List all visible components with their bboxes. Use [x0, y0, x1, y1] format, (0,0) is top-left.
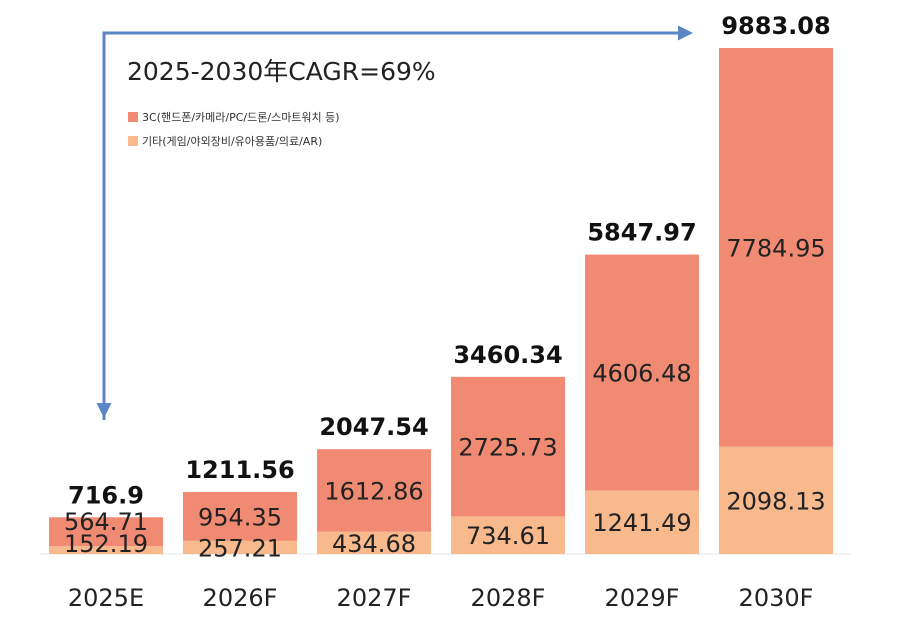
legend-swatch-3c [128, 112, 138, 122]
category-label: 2028F [471, 584, 546, 612]
bar-segment-3c [49, 517, 163, 547]
total-value-label: 9883.08 [721, 12, 830, 40]
bar-segment-other [183, 540, 297, 554]
category-label: 2029F [605, 584, 680, 612]
bar-segment-other [719, 446, 833, 554]
segment-value-label: 1612.86 [324, 477, 423, 505]
bar-segment-other [49, 546, 163, 554]
legend-swatch-other [128, 136, 138, 146]
bar-segment-3c [719, 48, 833, 447]
category-label: 2026F [203, 584, 278, 612]
segment-value-label: 257.21 [198, 534, 282, 562]
segment-value-label: 152.19 [64, 530, 148, 558]
segment-value-label: 2725.73 [458, 434, 557, 462]
bar-segment-3c [585, 254, 699, 491]
total-value-label: 3460.34 [453, 341, 562, 369]
legend-label-3c: 3C(핸드폰/카메라/PC/드론/스마트워치 등) [142, 111, 340, 124]
category-label: 2025E [68, 584, 144, 612]
segment-value-label: 1241.49 [592, 509, 691, 537]
bar-segment-3c [451, 376, 565, 517]
total-value-label: 716.9 [68, 481, 144, 509]
total-value-label: 2047.54 [319, 413, 428, 441]
bar-segment-other [451, 516, 565, 554]
bar-segment-3c [317, 449, 431, 532]
bar-segment-3c [183, 491, 297, 541]
segment-value-label: 434.68 [332, 530, 416, 558]
bar-segment-other [585, 490, 699, 554]
total-value-label: 1211.56 [185, 456, 294, 484]
bar-segment-other [317, 531, 431, 554]
segment-value-label: 2098.13 [726, 487, 825, 515]
category-label: 2030F [739, 584, 814, 612]
segment-value-label: 734.61 [466, 522, 550, 550]
segment-value-label: 4606.48 [592, 360, 691, 388]
total-value-label: 5847.97 [587, 219, 696, 247]
cagr-annotation: 2025-2030年CAGR=69% [127, 57, 436, 86]
legend-label-other: 기타(게임/야외장비/유아용품/의료/AR) [142, 135, 322, 148]
segment-value-label: 954.35 [198, 503, 282, 531]
segment-value-label: 564.71 [64, 508, 148, 536]
category-label: 2027F [337, 584, 412, 612]
segment-value-label: 7784.95 [726, 234, 825, 262]
